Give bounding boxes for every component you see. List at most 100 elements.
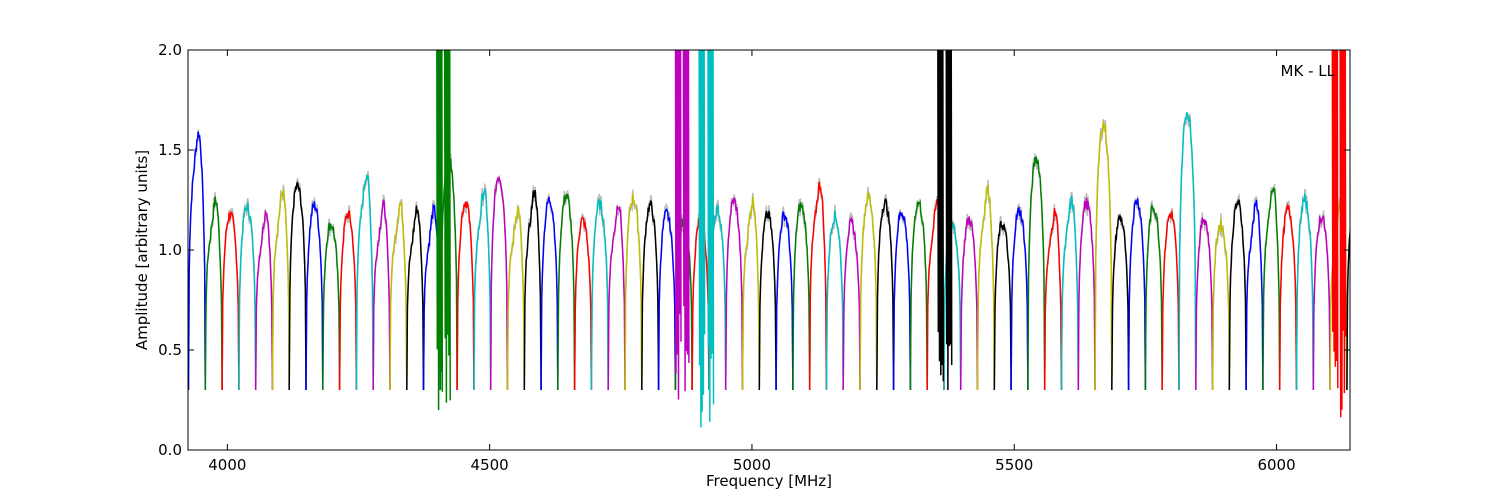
background-band-trace (657, 202, 677, 391)
x-tick-label: 6000 (1257, 456, 1295, 474)
rfi-spike-trace (443, 50, 451, 403)
band-trace (456, 201, 475, 391)
y-tick-label: 0.0 (158, 441, 182, 459)
x-tick-label: 4000 (208, 456, 246, 474)
band-trace (859, 191, 878, 391)
background-band-trace (876, 193, 895, 391)
rfi-spike-trace (937, 50, 945, 382)
band-trace (1262, 186, 1281, 391)
background-band-trace (1211, 213, 1231, 391)
band-trace (724, 197, 744, 391)
background-band-trace (792, 198, 811, 391)
background-band-trace (892, 209, 912, 391)
band-trace (624, 194, 643, 391)
band-trace (607, 205, 626, 391)
background-band-trace (489, 178, 509, 391)
background-band-trace (741, 192, 761, 391)
band-trace (758, 210, 777, 391)
x-tick-label: 5500 (995, 456, 1033, 474)
rfi-spike-trace (945, 50, 953, 391)
background-band-trace (1127, 195, 1147, 391)
background-band-trace (271, 184, 290, 391)
y-tick-label: 0.5 (158, 341, 182, 359)
background-band-trace (758, 205, 777, 391)
background-band-trace (473, 182, 492, 391)
band-trace (741, 196, 761, 391)
band-trace (1144, 203, 1163, 391)
rfi-spike-trace (1339, 50, 1347, 418)
band-trace (254, 210, 274, 391)
background-band-trace (1195, 212, 1214, 391)
background-band-trace (959, 213, 979, 391)
band-trace (523, 189, 542, 391)
background-band-trace (775, 206, 794, 391)
background-band-trace (1077, 192, 1096, 391)
background-band-trace (641, 195, 660, 391)
band-trace (792, 202, 811, 391)
background-band-trace (607, 204, 626, 391)
background-band-trace (1346, 213, 1350, 391)
band-trace (590, 198, 609, 391)
background-band-trace (993, 215, 1012, 391)
band-trace (1346, 217, 1350, 391)
rfi-spike-trace (436, 50, 444, 411)
background-band-trace (1027, 153, 1046, 391)
background-band-trace (456, 199, 475, 391)
background-band-trace (1094, 119, 1113, 391)
background-band-trace (254, 209, 274, 391)
background-band-trace (523, 185, 542, 391)
background-band-trace (506, 204, 526, 391)
plot-annotation: MK - LL (1281, 62, 1336, 80)
x-tick-label: 4500 (471, 456, 509, 474)
background-band-trace (1295, 188, 1315, 391)
band-trace (1161, 209, 1180, 391)
band-trace (808, 181, 828, 391)
rfi-spike-trace (707, 50, 715, 422)
band-trace (188, 131, 207, 391)
band-trace (473, 188, 492, 391)
background-band-trace (1312, 210, 1331, 391)
band-trace (389, 200, 408, 391)
background-band-trace (322, 218, 341, 391)
background-band-trace (1178, 111, 1197, 391)
band-trace (372, 199, 391, 391)
background-band-trace (221, 207, 240, 391)
band-trace (876, 198, 895, 391)
band-trace (1027, 156, 1046, 391)
background-band-trace (372, 194, 391, 391)
rfi-spike-trace (698, 50, 706, 428)
band-trace (993, 221, 1012, 391)
band-trace (238, 201, 257, 391)
band-trace (1228, 199, 1247, 391)
x-axis-label: Frequency [MHz] (706, 472, 832, 490)
background-band-trace (842, 212, 861, 391)
band-trace (909, 199, 928, 391)
background-band-trace (1161, 208, 1180, 391)
band-trace (1178, 111, 1197, 391)
axis-ticks: 4000 4500 5000 5500 6000 0.0 0.5 1.0 1.5 2.0 (158, 41, 1350, 474)
band-trace (573, 216, 593, 391)
background-band-trace (338, 205, 358, 391)
band-trace (1278, 203, 1298, 391)
background-band-trace (1010, 202, 1029, 391)
background-band-trace (573, 212, 593, 391)
band-trace (489, 174, 509, 391)
band-trace (1010, 206, 1029, 391)
band-trace (1111, 214, 1130, 391)
spectrum-traces (188, 50, 1350, 428)
band-trace (1060, 194, 1080, 391)
y-tick-label: 1.0 (158, 241, 182, 259)
band-trace (1195, 217, 1214, 391)
band-trace (506, 205, 526, 391)
band-trace (355, 173, 374, 391)
band-trace (825, 210, 844, 391)
band-trace (657, 207, 677, 391)
rfi-spike-trace (674, 50, 682, 400)
background-band-trace (1278, 200, 1298, 391)
band-trace (641, 200, 660, 391)
rfi-spike-trace (1331, 50, 1339, 389)
background-band-trace (188, 129, 207, 391)
band-trace (1245, 199, 1264, 391)
band-trace (557, 192, 576, 391)
background-band-trace (590, 193, 609, 391)
